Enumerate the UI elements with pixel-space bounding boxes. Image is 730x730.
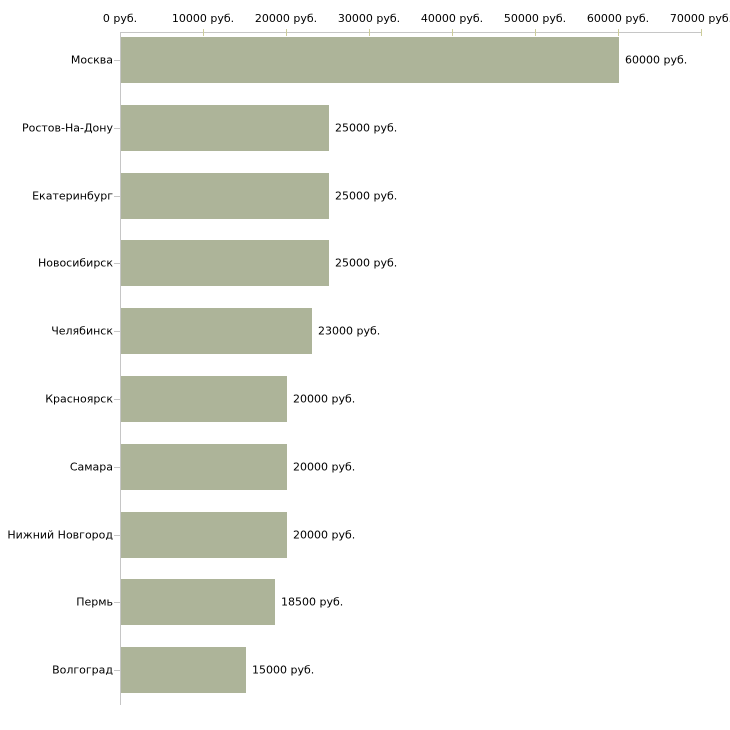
category-label: Нижний Новгород — [7, 528, 113, 542]
y-axis-line — [120, 32, 121, 705]
category-tick-mark — [114, 670, 120, 671]
bar — [121, 105, 329, 151]
category-label: Новосибирск — [37, 256, 113, 270]
value-label: 60000 руб. — [625, 53, 688, 67]
x-tick-label: 40000 руб. — [420, 12, 484, 25]
x-tick-label: 30000 руб. — [337, 12, 401, 25]
category-tick-mark — [114, 331, 120, 332]
category-label: Пермь — [76, 595, 113, 609]
x-tick-mark — [452, 29, 453, 36]
bar — [121, 579, 275, 625]
x-tick-label: 10000 руб. — [171, 12, 235, 25]
value-label: 20000 руб. — [293, 392, 356, 406]
x-tick-label: 60000 руб. — [586, 12, 650, 25]
category-label: Волгоград — [52, 663, 113, 677]
x-tick-mark — [369, 29, 370, 36]
value-label: 20000 руб. — [293, 528, 356, 542]
value-label: 23000 руб. — [318, 324, 381, 338]
x-tick-mark — [203, 29, 204, 36]
bar — [121, 444, 287, 490]
category-label: Красноярск — [45, 392, 113, 406]
category-label: Челябинск — [51, 324, 113, 338]
category-tick-mark — [114, 467, 120, 468]
category-label: Самара — [69, 460, 113, 474]
category-tick-mark — [114, 196, 120, 197]
bar — [121, 173, 329, 219]
value-label: 20000 руб. — [293, 460, 356, 474]
x-axis-line — [120, 32, 702, 33]
bar — [121, 240, 329, 286]
category-label: Екатеринбург — [32, 189, 113, 203]
bar — [121, 308, 312, 354]
bar — [121, 376, 287, 422]
value-label: 25000 руб. — [335, 121, 398, 135]
category-label: Москва — [70, 53, 113, 67]
x-tick-label: 0 руб. — [102, 12, 138, 25]
value-label: 18500 руб. — [281, 595, 344, 609]
x-tick-mark — [535, 29, 536, 36]
x-tick-mark — [618, 29, 619, 36]
category-tick-mark — [114, 60, 120, 61]
x-tick-mark — [286, 29, 287, 36]
category-label: Ростов-На-Дону — [21, 121, 113, 135]
bar — [121, 37, 619, 83]
category-tick-mark — [114, 399, 120, 400]
bar — [121, 512, 287, 558]
x-tick-label: 70000 руб. — [669, 12, 730, 25]
value-label: 25000 руб. — [335, 189, 398, 203]
category-tick-mark — [114, 263, 120, 264]
bar — [121, 647, 246, 693]
category-tick-mark — [114, 602, 120, 603]
value-label: 15000 руб. — [252, 663, 315, 677]
x-tick-label: 50000 руб. — [503, 12, 567, 25]
category-tick-mark — [114, 128, 120, 129]
x-tick-label: 20000 руб. — [254, 12, 318, 25]
category-tick-mark — [114, 535, 120, 536]
value-label: 25000 руб. — [335, 256, 398, 270]
x-tick-mark — [701, 29, 702, 36]
